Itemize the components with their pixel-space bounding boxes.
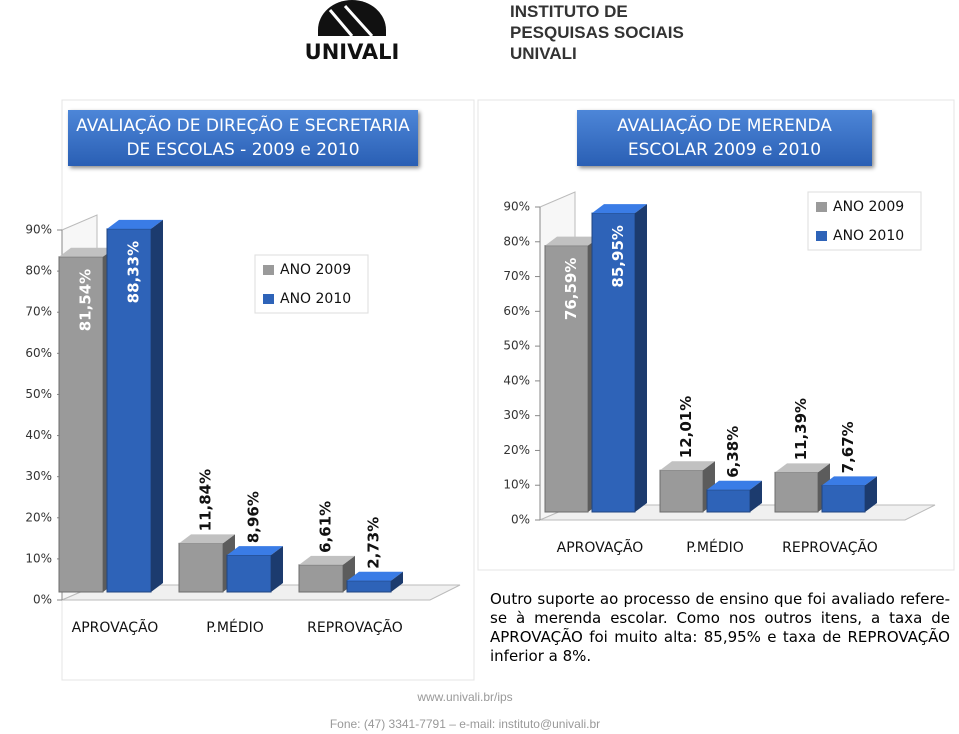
legend-label: ANO 2010 — [280, 291, 351, 307]
bar-front — [178, 542, 224, 593]
bar-front — [821, 484, 866, 513]
x-tick-label: P.MÉDIO — [686, 539, 744, 556]
legend-swatch — [816, 202, 827, 212]
y-tick-label: 90% — [25, 223, 52, 237]
y-tick-label: 80% — [503, 234, 530, 248]
legend-label: ANO 2009 — [280, 262, 351, 278]
value-label: 11,84% — [197, 469, 215, 531]
y-tick-label: 60% — [503, 304, 530, 318]
y-tick-label: 30% — [25, 469, 52, 483]
legend-label: ANO 2010 — [833, 228, 904, 244]
legend-swatch — [816, 231, 827, 241]
value-label: 11,39% — [792, 398, 810, 460]
bar-top — [59, 247, 115, 257]
y-tick-label: 20% — [25, 510, 52, 524]
bar-side — [151, 219, 163, 593]
bar-top — [822, 476, 877, 486]
value-label: 85,95% — [609, 225, 627, 287]
logo-text: UNIVALI — [305, 40, 400, 64]
chart-title: AVALIAÇÃO DE MERENDA ESCOLAR 2009 e 2010 — [577, 110, 872, 166]
institute-line: UNIVALI — [510, 44, 577, 63]
value-label: 7,67% — [839, 421, 857, 473]
y-tick-label: 0% — [33, 593, 52, 607]
bar-front — [544, 245, 589, 513]
bar-top — [592, 204, 647, 214]
bar-side — [635, 204, 647, 512]
y-tick-label: 90% — [503, 200, 530, 214]
y-tick-label: 40% — [25, 428, 52, 442]
bar — [821, 476, 877, 513]
value-label: 12,01% — [677, 396, 695, 458]
panel-frame — [477, 99, 955, 571]
y-tick-label: 10% — [503, 478, 530, 492]
legend-swatch — [263, 265, 274, 275]
bar-front — [298, 564, 344, 593]
bar-front — [774, 471, 819, 513]
y-tick-label: 70% — [503, 269, 530, 283]
bar-side — [750, 480, 762, 512]
chart-title: AVALIAÇÃO DE DIREÇÃO E SECRETARIA DE ESC… — [68, 110, 418, 166]
note-text: Outro suporte ao processo de ensino que … — [490, 590, 950, 665]
value-label: 6,61% — [317, 501, 335, 553]
legend-label: ANO 2009 — [833, 199, 904, 215]
bar-side — [271, 546, 283, 592]
bar — [106, 219, 163, 593]
bar — [706, 480, 762, 513]
bar-top — [179, 534, 235, 544]
footer-line: Fone: (47) 3341-7791 – e-mail: instituto… — [329, 717, 601, 731]
value-label: 81,54% — [77, 269, 95, 331]
y-tick-label: 10% — [25, 551, 52, 565]
bar — [774, 463, 830, 513]
x-tick-label: REPROVAÇÃO — [307, 619, 403, 636]
value-label: 8,96% — [245, 491, 263, 543]
x-tick-label: P.MÉDIO — [206, 619, 264, 636]
y-tick-label: 0% — [511, 513, 530, 527]
logo-mark — [318, 0, 386, 36]
x-tick-label: APROVAÇÃO — [72, 619, 159, 636]
bar — [226, 546, 283, 593]
y-tick-label: 80% — [25, 264, 52, 278]
bar-top — [227, 546, 283, 556]
bar-top — [107, 219, 163, 229]
value-label: 6,38% — [724, 426, 742, 478]
value-label: 88,33% — [125, 241, 143, 303]
y-tick-label: 50% — [503, 339, 530, 353]
bar-front — [106, 228, 152, 593]
x-tick-label: REPROVAÇÃO — [782, 539, 878, 556]
value-label: 2,73% — [365, 517, 383, 569]
y-tick-label: 20% — [503, 443, 530, 457]
bar-front — [58, 256, 104, 593]
y-tick-label: 30% — [503, 408, 530, 422]
bar-top — [545, 236, 600, 246]
x-tick-label: APROVAÇÃO — [557, 539, 644, 556]
bar — [346, 571, 403, 593]
y-tick-label: 40% — [503, 373, 530, 387]
institute-line: PESQUISAS SOCIAIS — [510, 23, 684, 42]
footer-line: www.univali.br/ips — [417, 690, 513, 704]
bar-front — [346, 580, 392, 593]
bar-side — [391, 571, 403, 592]
bar-top — [660, 461, 715, 471]
bar-front — [706, 489, 751, 513]
institute-line: INSTITUTO DE — [510, 2, 628, 21]
bar-top — [707, 480, 762, 490]
bar — [298, 555, 355, 593]
bar — [591, 204, 647, 513]
logo-stripes — [328, 4, 374, 38]
y-tick-label: 50% — [25, 387, 52, 401]
y-tick-label: 60% — [25, 346, 52, 360]
y-tick-label: 70% — [25, 305, 52, 319]
value-label: 76,59% — [562, 258, 580, 320]
bar-front — [659, 469, 704, 513]
bar-top — [347, 571, 403, 581]
bar-side — [865, 476, 877, 512]
legend-swatch — [263, 294, 274, 304]
bar-front — [226, 554, 272, 593]
bar-top — [299, 555, 355, 565]
bar-top — [775, 463, 830, 473]
